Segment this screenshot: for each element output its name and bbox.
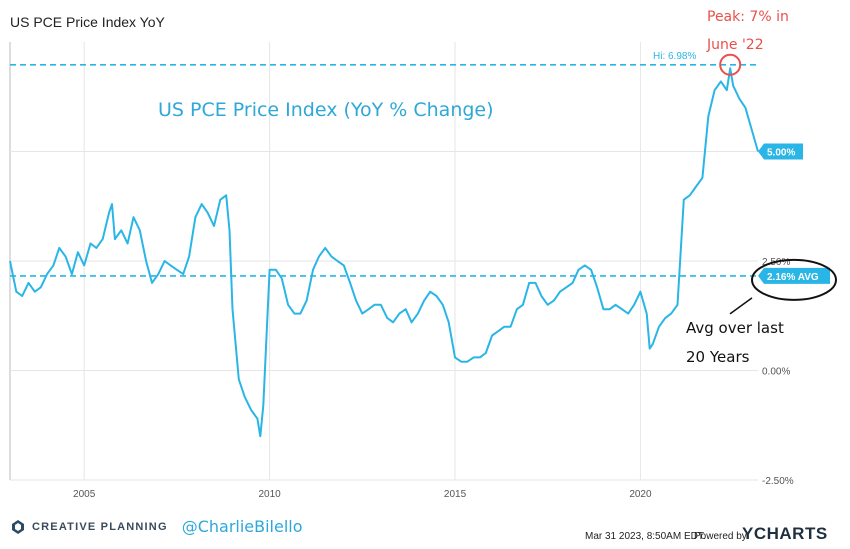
last-value-label: 5.00% xyxy=(767,148,795,159)
powered-by-text: Powered by xyxy=(694,531,747,542)
ycharts-logo: YCHARTS xyxy=(742,524,828,543)
average-pointer-line xyxy=(729,297,753,315)
x-tick-label: 2015 xyxy=(444,489,467,500)
peak-circle xyxy=(719,53,742,76)
x-axis: 2005 2010 2015 2020 xyxy=(73,489,652,500)
average-value-label: 2.16% AVG xyxy=(767,272,819,283)
creative-planning-logo-icon xyxy=(12,519,24,534)
x-tick-label: 2005 xyxy=(73,489,96,500)
y-tick-label: -2.50% xyxy=(762,476,794,487)
footer-date: Mar 31 2023, 8:50AM EDT. xyxy=(585,531,706,542)
brand-name: CREATIVE PLANNING xyxy=(32,520,168,533)
average-value-tag xyxy=(758,267,830,284)
peak-annotation-line1: Peak: 7% in xyxy=(707,9,789,25)
x-tick-label: 2010 xyxy=(258,489,281,500)
series-group: 5.00% 2.16% AVG xyxy=(9,67,830,438)
grid-lines xyxy=(10,42,758,481)
peak-annotation-line2: June '22 xyxy=(706,37,764,53)
average-annotation-line1: Avg over last xyxy=(686,319,784,337)
last-value-tag xyxy=(758,143,803,160)
x-tick-label: 2020 xyxy=(629,489,652,500)
average-ellipse xyxy=(751,258,837,301)
annotations: US PCE Price Index (YoY % Change) Peak: 7… xyxy=(158,9,837,366)
high-label: Hi: 6.98% xyxy=(653,51,696,62)
y-axis: -2.50%0.00%2.50%5.00% xyxy=(762,148,794,488)
footer-brand: CREATIVE PLANNING @CharlieBilello xyxy=(10,517,303,536)
average-annotation-line2: 20 Years xyxy=(686,348,750,366)
reference-lines: Hi: 6.98% xyxy=(10,51,758,277)
y-tick-label: 0.00% xyxy=(762,367,790,378)
handwritten-chart-title: US PCE Price Index (YoY % Change) xyxy=(158,99,494,121)
author-handle: @CharlieBilello xyxy=(181,517,303,536)
series-line-pce-yoy xyxy=(9,67,759,438)
chart-title: US PCE Price Index YoY xyxy=(10,14,165,30)
